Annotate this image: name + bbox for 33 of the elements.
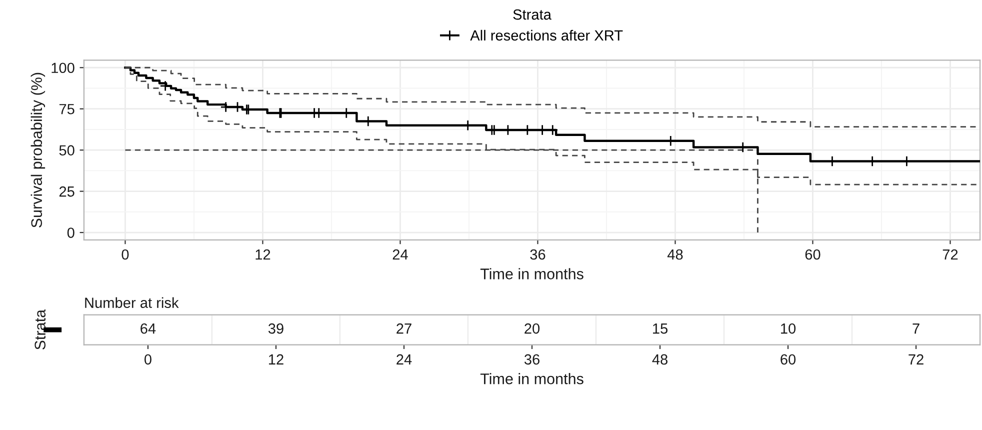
y-tick-label: 100 [52,62,74,74]
x-tick-label: 72 [908,354,924,364]
x-tick-label: 60 [780,354,796,365]
y-axis-title: Survival probability (%) [30,72,46,228]
y-axis-title: Strata [34,309,46,350]
x-tick-label: 12 [256,249,270,260]
x-tick-label: 24 [396,354,412,364]
x-tick-label: 12 [268,354,284,364]
x-tick-label: 48 [652,354,668,365]
x-axis-title: Time in months [480,373,584,384]
data-label: 15 [653,324,668,334]
x-tick-label: 36 [530,249,546,260]
chart-title: Number at risk [85,297,179,308]
x-tick-label: 72 [942,249,958,260]
x-axis-title: Time in months [480,268,584,280]
data-label: 27 [396,323,412,334]
x-tick-label: 24 [392,249,408,260]
legend-title: Strata [513,9,552,20]
x-tick-label: 0 [144,354,152,365]
data-label: 20 [524,323,540,334]
y-tick-label: 50 [59,145,74,156]
data-label: 7 [912,324,920,334]
x-tick-label: 0 [122,249,129,260]
data-label: 64 [140,323,156,334]
y-tick-label: 75 [59,104,74,114]
data-label: 39 [268,323,284,334]
x-tick-label: 36 [524,354,540,365]
legend-label: All resections after XRT [470,30,623,41]
x-tick-label: 48 [667,249,683,260]
x-tick-label: 60 [805,249,820,260]
y-tick-label: 25 [59,186,74,197]
data-label: 10 [781,323,796,334]
y-tick-label: 0 [67,228,74,238]
